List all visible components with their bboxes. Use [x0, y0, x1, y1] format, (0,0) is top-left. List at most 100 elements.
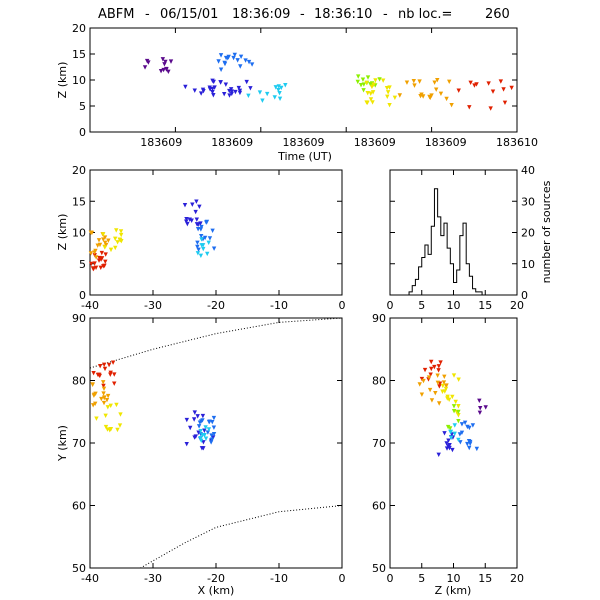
y-tick-label: 50	[372, 562, 386, 575]
source-point	[97, 242, 103, 248]
source-point	[368, 97, 374, 102]
x-tick-label: -40	[81, 572, 99, 585]
source-point	[364, 80, 369, 86]
source-point	[435, 380, 441, 386]
source-point	[397, 93, 403, 98]
source-point	[392, 95, 398, 101]
source-point	[160, 57, 166, 62]
source-point	[486, 81, 491, 86]
source-point	[101, 391, 106, 396]
source-point	[429, 366, 434, 372]
source-point	[112, 381, 117, 386]
time-height-sources	[142, 52, 514, 111]
source-point	[450, 447, 455, 453]
source-point	[202, 428, 207, 433]
source-point	[88, 251, 94, 256]
source-point	[101, 362, 107, 367]
x-tick-label: 20	[510, 299, 524, 312]
source-point	[108, 403, 113, 409]
source-point	[211, 431, 217, 437]
xy-xlabel: X (km)	[198, 584, 235, 597]
source-point	[187, 217, 192, 222]
y-tick-label: 5	[79, 258, 86, 271]
source-point	[438, 360, 443, 365]
source-point	[264, 91, 270, 97]
source-point	[112, 372, 117, 377]
source-point	[91, 370, 96, 376]
source-point	[206, 427, 212, 432]
source-point	[249, 62, 255, 67]
source-point	[158, 68, 164, 74]
source-point	[205, 430, 211, 435]
zy-panel: 0 5 10 15 20 50 60 70 80 90 Z (km)	[372, 312, 524, 597]
source-point	[441, 380, 447, 385]
source-point	[108, 247, 114, 253]
xz-ticks: -40 -30 -20 -10 0 0 5 10 15 20	[72, 164, 346, 312]
y-tick-label: 60	[72, 500, 86, 513]
source-point	[209, 437, 215, 442]
source-point	[426, 375, 432, 380]
source-point	[443, 386, 449, 392]
source-point	[365, 75, 371, 80]
histogram-step-line	[408, 188, 486, 296]
y-tick-label: 0	[521, 289, 528, 302]
x-tick-label: -30	[144, 572, 162, 585]
source-point	[421, 378, 426, 384]
source-point	[257, 90, 263, 95]
y-tick-label: 15	[72, 195, 86, 208]
source-point	[445, 396, 450, 401]
source-point	[456, 437, 461, 443]
source-point	[218, 53, 224, 58]
xy-panel: -40 -30 -20 -10 0 50 60 70 80 90 X (km) Y (km)	[56, 312, 346, 597]
source-point	[101, 386, 107, 392]
source-point	[199, 438, 204, 443]
source-point	[90, 382, 95, 387]
time-height-xlabel: Time (UT)	[277, 150, 332, 163]
source-point	[238, 64, 243, 69]
source-point	[163, 59, 168, 65]
x-tick-label: 183610	[496, 136, 538, 149]
time-height-ticks: 183609 183609 183609 183609 183609 183610 0 5 10…	[72, 22, 538, 149]
source-point	[358, 83, 364, 88]
source-point	[103, 424, 109, 430]
zy-xlabel: Z (km)	[435, 584, 472, 597]
source-point	[248, 86, 253, 91]
source-point	[417, 382, 422, 387]
source-point	[203, 425, 208, 430]
source-point	[385, 90, 391, 95]
source-point	[104, 397, 110, 403]
source-point	[113, 245, 118, 251]
source-point	[92, 401, 98, 406]
time-height-panel: 183609 183609 183609 183609 183609 183610 0 5 10…	[56, 22, 538, 163]
source-point	[501, 87, 506, 92]
source-point	[117, 423, 123, 428]
source-point	[444, 441, 449, 446]
source-point	[201, 89, 206, 94]
source-point	[437, 384, 442, 389]
source-point	[94, 416, 99, 421]
source-point	[433, 391, 438, 396]
y-tick-label: 0	[79, 126, 86, 139]
source-point	[435, 78, 440, 83]
source-point	[465, 441, 470, 447]
source-point	[103, 413, 108, 419]
source-point	[246, 59, 252, 65]
source-point	[447, 442, 452, 448]
source-point	[110, 360, 116, 365]
source-point	[207, 236, 213, 241]
x-tick-label: -20	[207, 572, 225, 585]
source-point	[195, 240, 200, 246]
xy-sources	[90, 360, 217, 451]
x-tick-label: 5	[418, 572, 425, 585]
source-point	[458, 440, 463, 445]
source-point	[385, 94, 390, 99]
source-point	[444, 446, 450, 451]
source-point	[115, 427, 120, 433]
source-point	[436, 401, 442, 406]
source-point	[429, 398, 435, 403]
source-point	[202, 235, 208, 241]
source-point	[106, 238, 111, 243]
source-point	[188, 425, 193, 431]
